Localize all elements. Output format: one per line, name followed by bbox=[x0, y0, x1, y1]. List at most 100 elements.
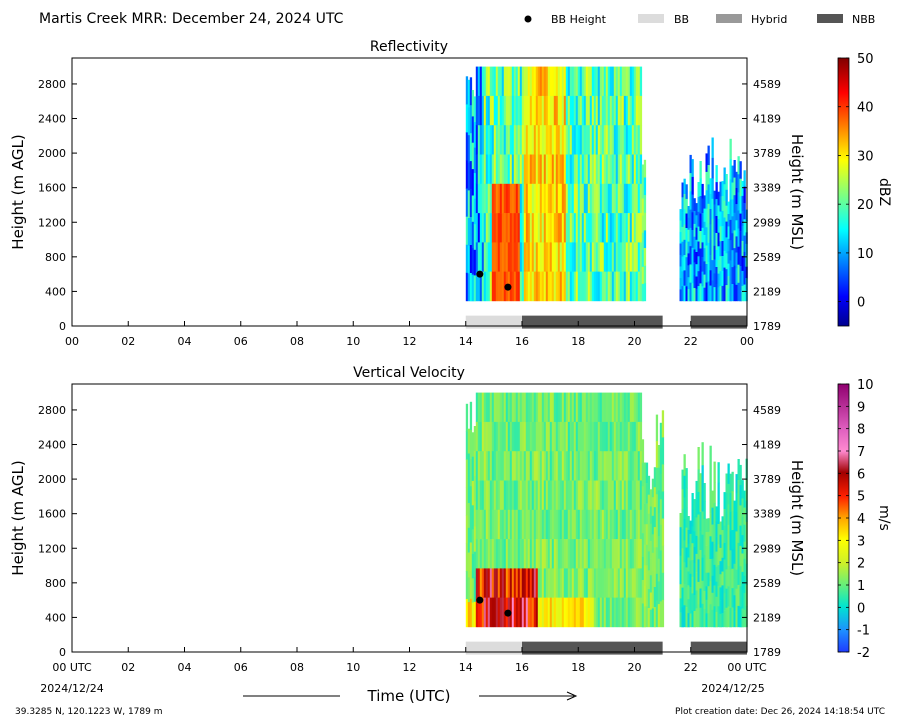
heatmap-cell bbox=[739, 464, 742, 486]
heatmap-cell bbox=[611, 451, 615, 481]
heatmap-cell bbox=[681, 212, 684, 228]
heatmap-cell bbox=[545, 95, 549, 126]
heatmap-cell bbox=[571, 451, 575, 481]
heatmap-cell bbox=[561, 392, 565, 423]
heatmap-cell bbox=[627, 539, 631, 569]
heatmap-cell bbox=[625, 125, 629, 155]
heatmap-cell bbox=[733, 563, 736, 580]
heatmap-cell bbox=[481, 154, 485, 185]
heatmap-cell bbox=[701, 213, 704, 229]
heatmap-cell bbox=[477, 509, 481, 540]
heatmap-cell bbox=[695, 203, 698, 216]
heatmap-cell bbox=[489, 568, 493, 598]
heatmap-cell bbox=[701, 442, 704, 466]
heatmap-cell bbox=[641, 181, 645, 199]
heatmap-cell bbox=[529, 154, 533, 185]
heatmap-cell bbox=[623, 125, 627, 155]
heatmap-cell bbox=[511, 421, 515, 452]
y-tick-label: 2800 bbox=[38, 404, 66, 417]
heatmap-cell bbox=[635, 539, 639, 569]
heatmap-cell bbox=[695, 480, 698, 500]
colorbar-tick-label: 20 bbox=[857, 198, 874, 213]
colorbar-tick-label: 6 bbox=[857, 467, 865, 482]
heatmap-cell bbox=[501, 480, 505, 511]
heatmap-cell bbox=[589, 597, 593, 628]
heatmap-cell bbox=[697, 604, 700, 628]
heatmap-cell bbox=[735, 474, 738, 494]
heatmap-cell bbox=[727, 463, 730, 485]
heatmap-cell bbox=[495, 242, 499, 272]
heatmap-cell bbox=[587, 242, 591, 272]
heatmap-cell bbox=[687, 613, 690, 628]
heatmap-cell bbox=[655, 600, 659, 628]
heatmap-cell bbox=[479, 421, 483, 452]
heatmap-cell bbox=[469, 401, 473, 431]
heatmap-cell bbox=[479, 392, 483, 423]
heatmap-cell bbox=[539, 539, 543, 569]
heatmap-cell bbox=[517, 242, 521, 272]
heatmap-cell bbox=[723, 593, 726, 611]
heatmap-cell bbox=[707, 281, 710, 302]
heatmap-cell bbox=[549, 242, 553, 272]
heatmap-cell bbox=[595, 183, 599, 214]
heatmap-cell bbox=[725, 588, 728, 609]
heatmap-cell bbox=[599, 597, 603, 628]
heatmap-cell bbox=[637, 66, 641, 97]
heatmap-cell bbox=[531, 271, 535, 302]
colorbar-tick-label: 8 bbox=[857, 423, 865, 438]
heatmap-cell bbox=[703, 208, 706, 223]
heatmap-cell bbox=[637, 242, 641, 272]
heatmap-cell bbox=[617, 392, 621, 423]
heatmap-cell bbox=[477, 480, 481, 511]
heatmap-cell bbox=[541, 66, 545, 97]
heatmap-cell bbox=[605, 509, 609, 540]
heatmap-cell bbox=[513, 154, 517, 185]
heatmap-cell bbox=[533, 509, 537, 540]
heatmap-cell bbox=[593, 480, 597, 511]
heatmap-cell bbox=[591, 392, 595, 423]
heatmap-cell bbox=[697, 196, 700, 213]
heatmap-cell bbox=[701, 603, 704, 628]
heatmap-cell bbox=[585, 509, 589, 540]
heatmap-cell bbox=[731, 549, 734, 569]
heatmap-cell bbox=[465, 403, 469, 432]
heatmap-cell bbox=[537, 95, 541, 126]
heatmap-cell bbox=[691, 526, 694, 544]
heatmap-cell bbox=[539, 183, 543, 214]
heatmap-cell bbox=[679, 555, 682, 571]
heatmap-cell bbox=[733, 212, 736, 231]
heatmap-cell bbox=[713, 606, 716, 628]
heatmap-cell bbox=[621, 597, 625, 628]
heatmap-cell bbox=[615, 271, 619, 302]
heatmap-cell bbox=[703, 221, 706, 236]
heatmap-cell bbox=[651, 571, 655, 591]
heatmap-cell bbox=[611, 271, 615, 302]
heatmap-cell bbox=[693, 211, 696, 225]
heatmap-cell bbox=[637, 480, 641, 511]
heatmap-cell bbox=[613, 509, 617, 540]
heatmap-cell bbox=[541, 213, 545, 243]
heatmap-cell bbox=[577, 568, 581, 598]
heatmap-cell bbox=[591, 597, 595, 628]
heatmap-cell bbox=[507, 242, 511, 272]
heatmap-cell bbox=[605, 568, 609, 598]
bb-type-bar bbox=[522, 641, 663, 655]
heatmap-cell bbox=[525, 213, 529, 243]
heatmap-cell bbox=[519, 125, 523, 155]
heatmap-cell bbox=[497, 509, 501, 540]
heatmap-cell bbox=[499, 597, 503, 628]
heatmap-cell bbox=[535, 242, 539, 272]
heatmap-cell bbox=[591, 568, 595, 598]
heatmap-cell bbox=[563, 509, 567, 540]
heatmap-cell bbox=[465, 76, 469, 105]
heatmap-cell bbox=[561, 509, 565, 540]
heatmap-cell bbox=[611, 242, 615, 272]
heatmap-cell bbox=[693, 547, 696, 564]
heatmap-cell bbox=[741, 210, 744, 227]
heatmap-cell bbox=[743, 251, 746, 269]
heatmap-cell bbox=[607, 597, 611, 628]
heatmap-cell bbox=[595, 421, 599, 452]
heatmap-cell bbox=[605, 597, 609, 628]
heatmap-cell bbox=[713, 259, 716, 274]
heatmap-cell bbox=[573, 597, 577, 628]
